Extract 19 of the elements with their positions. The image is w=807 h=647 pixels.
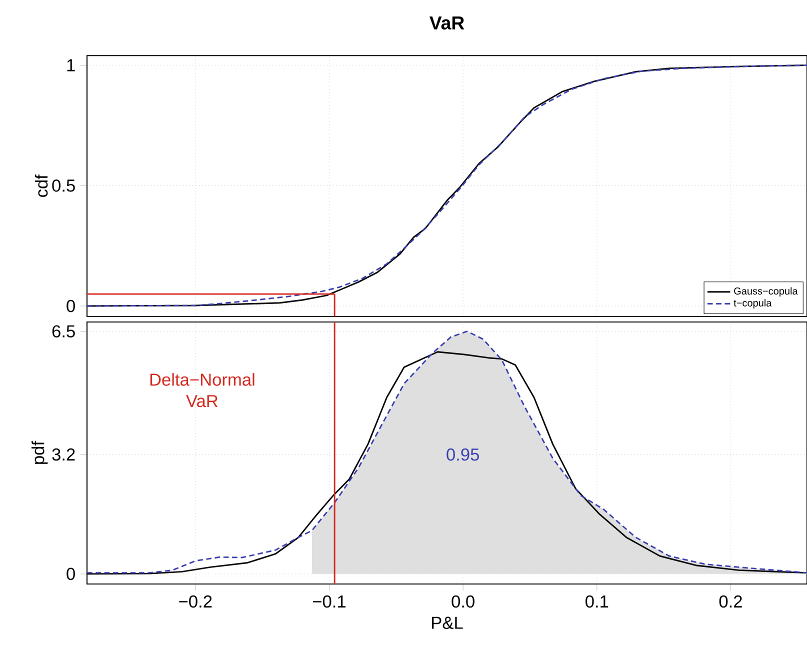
x-tick-label: −0.2 <box>179 595 212 608</box>
ref-line-label: Delta−Normal VaR <box>150 373 254 408</box>
y-tick-label: 0.5 <box>52 179 75 192</box>
x-tick-label: 0.0 <box>452 595 474 608</box>
annotation: 0.95 <box>446 448 479 461</box>
y-tick-label: 6.5 <box>52 325 75 338</box>
legend-label: t−copula <box>734 299 772 308</box>
y-axis-title: cdf <box>34 174 48 197</box>
x-axis-title: P&L <box>432 616 463 629</box>
y-tick-label: 1 <box>67 59 75 72</box>
x-tick-label: 0.1 <box>586 595 608 608</box>
x-tick-label: 0.2 <box>719 595 742 608</box>
y-tick-label: 0 <box>66 568 75 580</box>
y-tick-label: 0 <box>66 300 75 312</box>
chart-title: VaR <box>429 16 464 30</box>
y-tick-label: 3.2 <box>52 448 75 461</box>
legend-label: Gauss−copula <box>734 287 798 297</box>
x-tick-label: −0.1 <box>312 595 346 608</box>
y-axis-title: pdf <box>32 440 48 464</box>
